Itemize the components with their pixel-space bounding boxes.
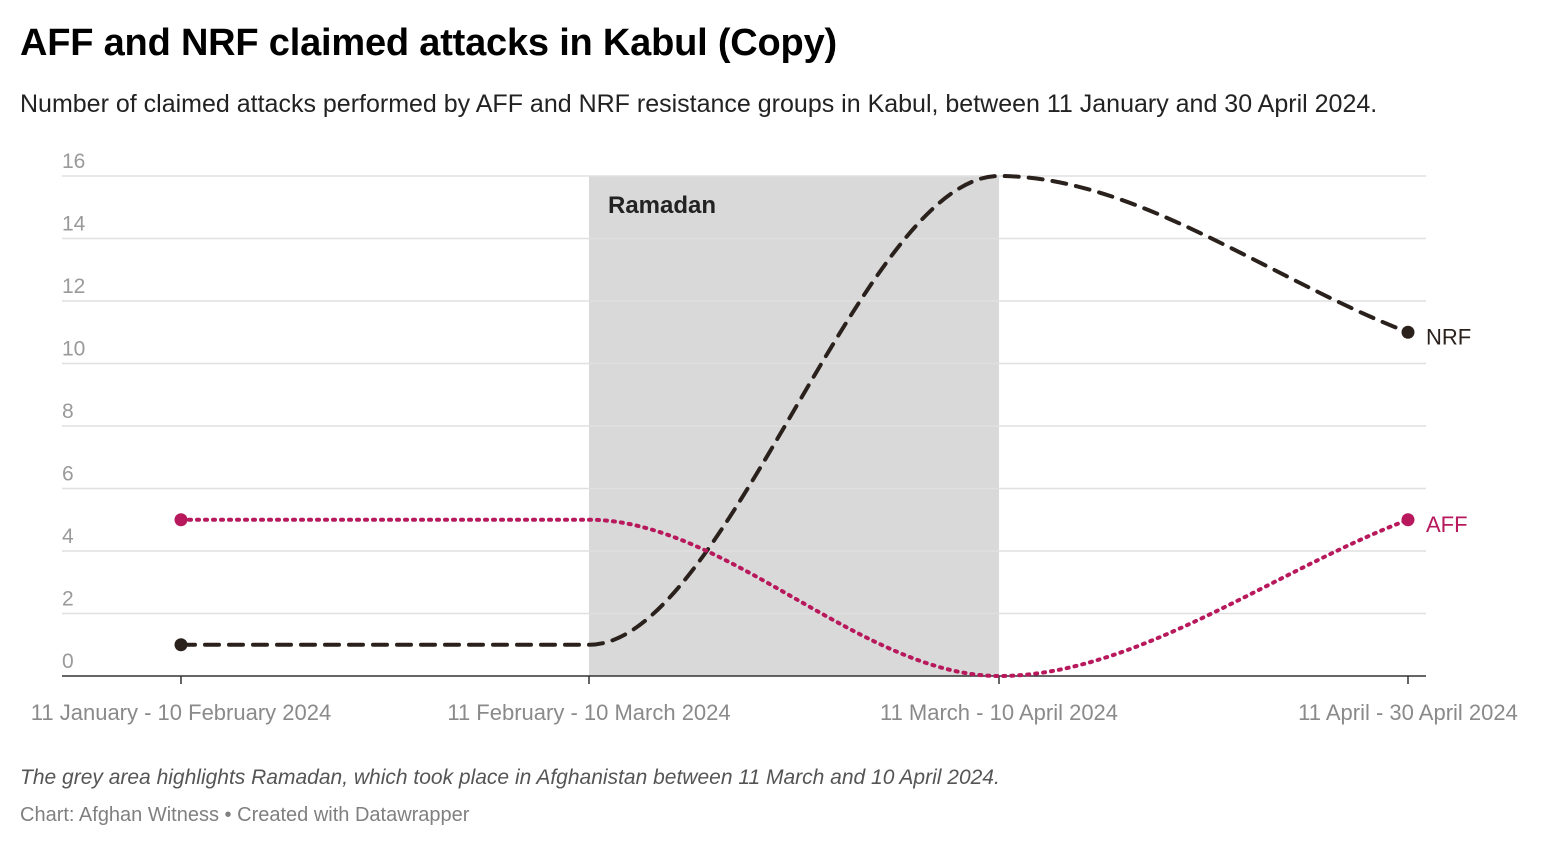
chart-title: AFF and NRF claimed attacks in Kabul (Co…	[20, 22, 837, 64]
y-tick-label-8: 8	[62, 400, 74, 423]
y-tick-label-16: 16	[62, 150, 85, 173]
footer-separator: •	[224, 804, 232, 826]
chart-note: The grey area highlights Ramadan, which …	[20, 766, 1000, 789]
y-tick-label-10: 10	[62, 338, 85, 361]
aff-line	[179, 517, 1410, 679]
nrf-line	[179, 173, 1410, 647]
y-tick-label-14: 14	[62, 213, 86, 236]
aff-end-point	[1401, 513, 1415, 527]
nrf-series-label: NRF	[1426, 324, 1471, 349]
y-tick-label-4: 4	[62, 525, 74, 548]
x-tick-label-3: 11 April - 30 April 2024	[1298, 700, 1518, 725]
x-tick-label-1: 11 February - 10 March 2024	[447, 700, 730, 725]
source-credit: Chart: Afghan Witness	[20, 804, 219, 826]
y-tick-label-0: 0	[62, 650, 74, 673]
aff-start-point	[174, 513, 188, 527]
y-tick-label-12: 12	[62, 275, 85, 298]
aff-series-label: AFF	[1426, 512, 1468, 537]
nrf-start-point	[174, 638, 188, 652]
chart-subtitle: Number of claimed attacks performed by A…	[20, 90, 1378, 118]
chart-footer: Chart: Afghan Witness • Created with Dat…	[20, 804, 469, 827]
y-tick-label-6: 6	[62, 463, 74, 486]
nrf-end-point	[1401, 325, 1415, 339]
tool-credit: Created with Datawrapper	[237, 804, 470, 826]
ramadan-label: Ramadan	[608, 192, 716, 219]
x-tick-label-2: 11 March - 10 April 2024	[880, 700, 1118, 725]
x-tick-label-0: 11 January - 10 February 2024	[31, 700, 331, 725]
y-tick-label-2: 2	[62, 588, 74, 611]
